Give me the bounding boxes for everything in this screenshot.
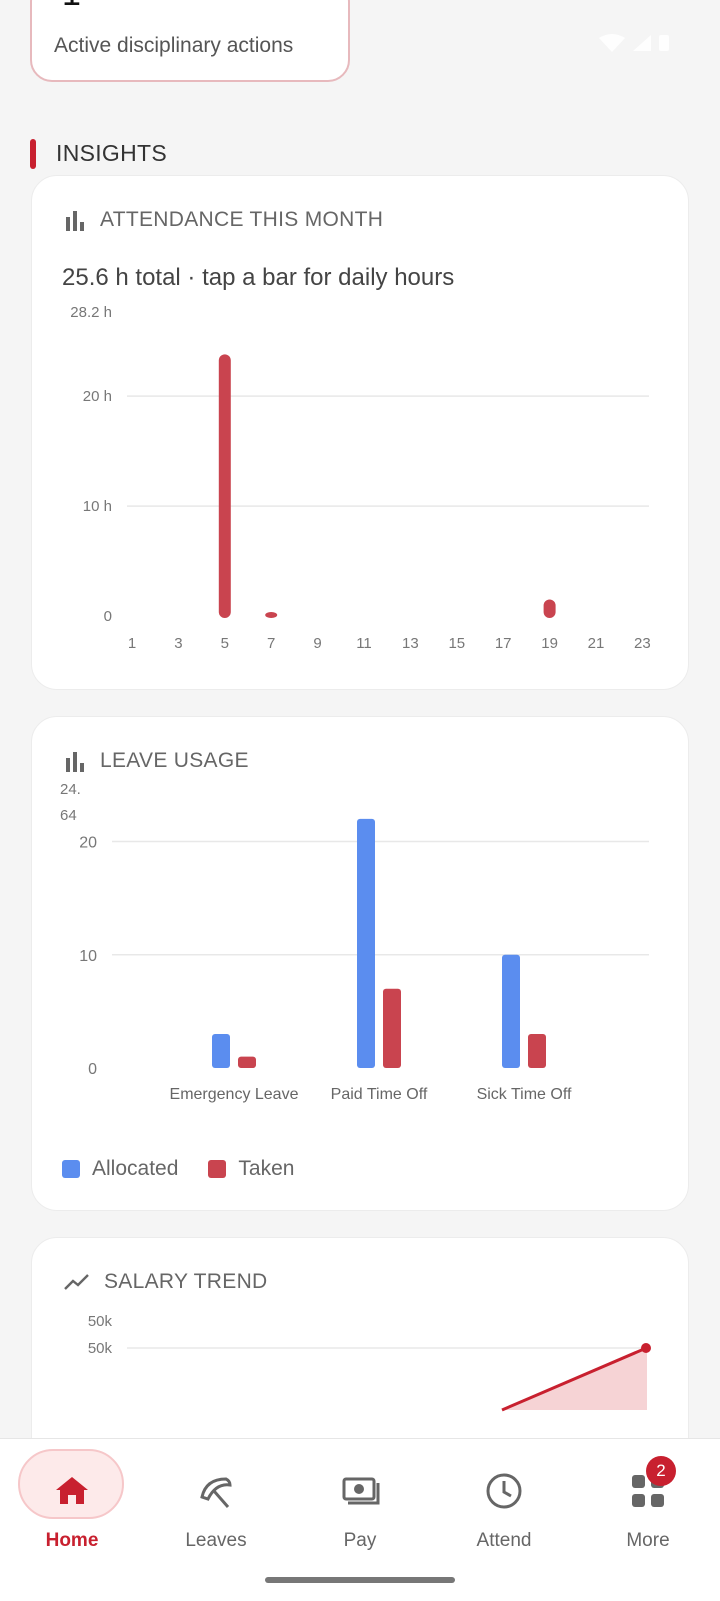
nav-item-attend[interactable]: Attend: [432, 1439, 576, 1559]
y-tick-label: 50k: [88, 1340, 113, 1357]
disciplinary-count: 1: [62, 0, 81, 11]
nav-item-home[interactable]: Home: [0, 1439, 144, 1559]
x-tick-label: 13: [402, 635, 419, 652]
x-category-label: Sick Time Off: [477, 1086, 572, 1103]
x-category-label: Paid Time Off: [331, 1086, 428, 1103]
leave-usage-card: LEAVE USAGE 24. 64 0 10 20 Emergency Leave Pai…: [31, 716, 689, 1211]
bar-taken-1[interactable]: [383, 988, 401, 1068]
legend-label-taken: Taken: [238, 1157, 295, 1180]
section-accent-bar: [30, 139, 36, 169]
salary-trend-chart[interactable]: 50k 50k: [32, 1298, 688, 1448]
x-tick-label: 23: [634, 635, 651, 652]
y-tick-label: 10: [79, 948, 97, 965]
leave-legend: Allocated Taken: [62, 1157, 314, 1181]
x-tick-label: 21: [588, 635, 605, 652]
attendance-card: ATTENDANCE THIS MONTH 25.6 h total · tap…: [31, 175, 689, 690]
nav-label-leaves: Leaves: [185, 1530, 247, 1551]
y-max-label: 24.: [60, 781, 81, 798]
y-tick-label: 20: [79, 835, 97, 852]
leave-usage-title: LEAVE USAGE: [100, 749, 249, 772]
status-bar-icons: [598, 34, 670, 52]
section-title-insights: INSIGHTS: [56, 140, 168, 166]
y-tick-label: 50k: [88, 1313, 113, 1330]
signal-icon: [633, 35, 651, 51]
bar-day-5[interactable]: [218, 354, 231, 618]
x-tick-label: 9: [313, 635, 321, 652]
x-tick-label: 5: [221, 635, 229, 652]
bar-day-7[interactable]: [265, 612, 278, 618]
more-notification-badge: 2: [646, 1456, 676, 1486]
umbrella-icon: [200, 1477, 232, 1508]
nav-label-pay: Pay: [343, 1530, 377, 1551]
series-line: [501, 1347, 645, 1412]
bar-chart-icon: [66, 752, 84, 772]
legend-item-taken: Taken: [208, 1157, 294, 1181]
home-icon: [56, 1477, 88, 1504]
y-tick-label: 20 h: [83, 388, 112, 405]
y-tick-label: 0: [88, 1061, 97, 1078]
nav-label-attend: Attend: [476, 1530, 532, 1551]
bar-allocated-1[interactable]: [357, 818, 375, 1068]
data-point[interactable]: [641, 1343, 651, 1353]
bar-allocated-2[interactable]: [502, 954, 520, 1068]
legend-item-allocated: Allocated: [62, 1157, 178, 1181]
battery-icon: [659, 35, 669, 51]
money-icon: [342, 1477, 380, 1505]
bar-chart-icon: [66, 211, 84, 231]
y-max-label: 64: [60, 807, 77, 824]
y-max-label: 28.2 h: [70, 304, 112, 321]
bar-taken-0[interactable]: [238, 1056, 256, 1068]
nav-item-leaves[interactable]: Leaves: [144, 1439, 288, 1559]
bar-allocated-0[interactable]: [212, 1034, 230, 1068]
x-tick-label: 3: [174, 635, 182, 652]
x-tick-label: 1: [128, 635, 136, 652]
nav-item-pay[interactable]: Pay: [288, 1439, 432, 1559]
attendance-title: ATTENDANCE THIS MONTH: [100, 208, 384, 231]
x-tick-label: 17: [495, 635, 512, 652]
bar-taken-2[interactable]: [528, 1034, 546, 1068]
bottom-navigation: Home Leaves Pay Attend More: [0, 1438, 720, 1601]
leave-usage-chart[interactable]: 24. 64 0 10 20 Emergency Leave Paid Time Off Si…: [32, 777, 688, 1107]
legend-swatch-allocated: [62, 1160, 80, 1178]
y-tick-label: 10 h: [83, 498, 112, 515]
x-category-label: Emergency Leave: [170, 1086, 299, 1103]
x-tick-label: 19: [541, 635, 558, 652]
legend-label-allocated: Allocated: [92, 1157, 179, 1180]
clock-icon: [486, 1473, 522, 1509]
attendance-subtitle: 25.6 h total · tap a bar for daily hours: [62, 264, 455, 291]
home-indicator[interactable]: [265, 1577, 455, 1583]
x-tick-label: 11: [356, 635, 372, 652]
bar-day-19[interactable]: [543, 599, 556, 618]
salary-trend-title: SALARY TREND: [104, 1270, 268, 1293]
disciplinary-card[interactable]: 1 Active disciplinary actions: [30, 0, 350, 82]
nav-label-home: Home: [45, 1530, 99, 1551]
y-tick-label: 0: [104, 608, 112, 625]
nav-label-more: More: [626, 1530, 670, 1551]
legend-swatch-taken: [208, 1160, 227, 1178]
x-tick-label: 15: [448, 635, 465, 652]
nav-item-more[interactable]: More: [576, 1439, 720, 1559]
wifi-icon: [599, 34, 625, 52]
disciplinary-label: Active disciplinary actions: [54, 34, 294, 57]
x-tick-label: 7: [267, 635, 275, 652]
trending-up-icon: [64, 1274, 89, 1290]
